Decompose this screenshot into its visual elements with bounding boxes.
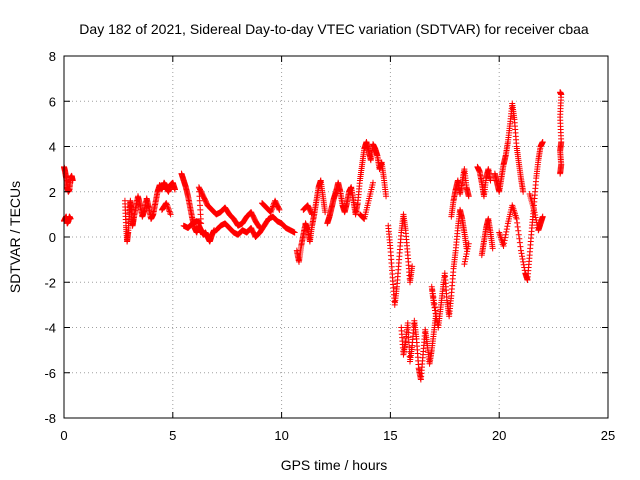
data-point — [69, 177, 76, 184]
data-point — [531, 206, 538, 213]
data-point — [291, 229, 298, 236]
data-point — [432, 310, 439, 317]
data-point — [539, 213, 546, 220]
data-point — [503, 226, 510, 233]
data-point — [557, 170, 564, 177]
data-point — [165, 207, 172, 214]
data-point — [520, 188, 527, 195]
data-point — [275, 205, 282, 212]
y-tick-label: -8 — [44, 411, 56, 426]
data-point — [163, 200, 170, 207]
data-point — [513, 215, 520, 222]
x-axis-label: GPS time / hours — [281, 457, 388, 473]
axis-ticks — [63, 55, 609, 419]
x-tick-label: 25 — [601, 428, 615, 443]
data-point — [514, 219, 521, 226]
data-point — [516, 235, 523, 242]
data-point — [517, 243, 524, 250]
grid — [64, 56, 608, 418]
data-point — [519, 253, 526, 260]
data-point — [531, 209, 538, 216]
data-point — [67, 215, 74, 222]
data-point — [163, 201, 170, 208]
data-point — [520, 261, 527, 268]
data-point — [539, 138, 546, 145]
data-point — [517, 247, 524, 254]
data-point — [515, 227, 522, 234]
data-point — [514, 223, 521, 230]
data-point — [516, 239, 523, 246]
data-point — [268, 207, 275, 214]
data-point — [464, 248, 471, 255]
data-point — [532, 211, 539, 218]
data-point — [383, 193, 390, 200]
data-point — [308, 210, 315, 217]
data-points — [61, 89, 565, 383]
y-axis-label: SDTVAR / TECUs — [7, 181, 23, 293]
data-point — [465, 243, 472, 250]
data-point — [269, 204, 276, 211]
x-tick-labels: 0 5 10 15 20 25 — [60, 428, 615, 443]
data-point — [518, 250, 525, 257]
data-point — [309, 211, 316, 218]
y-tick-labels: -8 -6 -4 -2 0 2 4 6 8 — [44, 49, 56, 426]
data-point — [171, 186, 178, 193]
data-point — [165, 205, 172, 212]
data-point — [501, 240, 508, 247]
x-tick-label: 10 — [274, 428, 288, 443]
x-tick-label: 20 — [492, 428, 506, 443]
y-tick-label: -6 — [44, 366, 56, 381]
y-tick-label: 0 — [49, 230, 56, 245]
data-point — [409, 263, 416, 270]
x-tick-label: 0 — [60, 428, 67, 443]
data-point — [462, 256, 469, 263]
y-tick-label: 4 — [49, 140, 56, 155]
y-tick-label: 2 — [49, 185, 56, 200]
data-point — [503, 228, 510, 235]
x-tick-label: 15 — [383, 428, 397, 443]
data-point — [500, 243, 507, 250]
data-point — [461, 258, 468, 265]
x-tick-label: 5 — [169, 428, 176, 443]
data-point — [515, 231, 522, 238]
data-point — [502, 234, 509, 241]
y-tick-label: 8 — [49, 49, 56, 64]
y-tick-label: -4 — [44, 321, 56, 336]
data-point — [276, 206, 283, 213]
data-point — [464, 245, 471, 252]
data-point — [487, 177, 494, 184]
y-tick-label: -2 — [44, 275, 56, 290]
y-tick-label: 6 — [49, 94, 56, 109]
data-point — [502, 231, 509, 238]
chart-title: Day 182 of 2021, Sidereal Day-to-day VTE… — [79, 21, 589, 37]
data-point — [465, 193, 472, 200]
data-point — [166, 208, 173, 215]
data-point — [167, 209, 174, 216]
data-point — [501, 237, 508, 244]
data-point — [322, 209, 329, 216]
data-point — [164, 202, 171, 209]
data-point — [164, 204, 171, 211]
data-point — [519, 256, 526, 263]
data-point — [504, 223, 511, 230]
data-point — [489, 245, 496, 252]
data-point — [465, 240, 472, 247]
data-point — [430, 301, 437, 308]
data-point — [533, 217, 540, 224]
data-point — [267, 209, 274, 216]
data-point — [369, 179, 376, 186]
data-point — [463, 253, 470, 260]
data-point — [432, 307, 439, 314]
data-point — [268, 206, 275, 213]
data-point — [532, 214, 539, 221]
data-point — [431, 304, 438, 311]
data-point — [461, 261, 468, 268]
data-point — [520, 258, 527, 265]
data-point — [463, 250, 470, 257]
data-point — [167, 211, 174, 218]
